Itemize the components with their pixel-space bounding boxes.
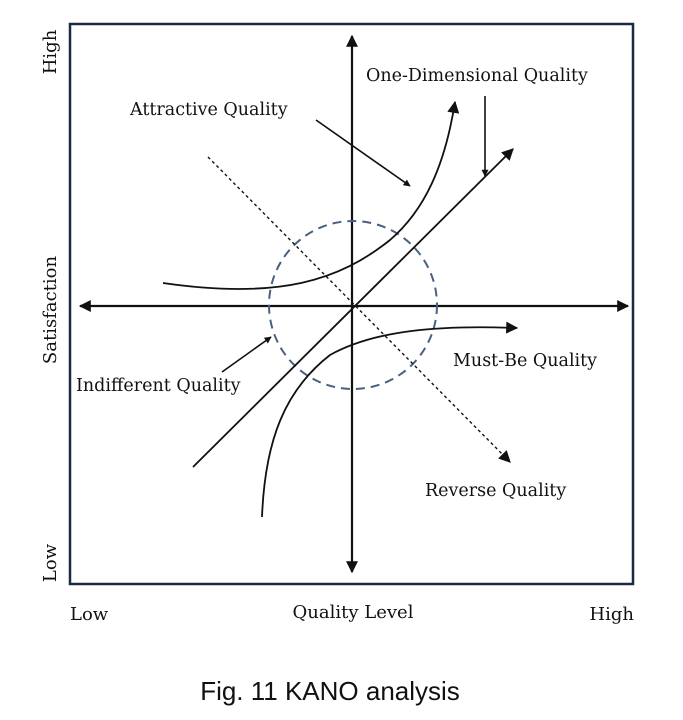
indifferent-pointer [221, 336, 272, 373]
y-axis-high-label: High [40, 29, 61, 74]
must-be-curve [261, 321, 519, 518]
reverse-quality-label: Reverse Quality [425, 481, 566, 501]
must-be-quality-label: Must-Be Quality [453, 351, 597, 371]
figure-caption: Fig. 11 KANO analysis [200, 676, 460, 706]
indifferent-quality-label: Indifferent Quality [76, 376, 241, 396]
x-axis-title: Quality Level [293, 602, 414, 623]
x-axis-high-label: High [589, 604, 634, 625]
y-axis-low-label: Low [40, 543, 61, 582]
attractive-quality-label: Attractive Quality [129, 100, 288, 120]
attractive-pointer [315, 119, 411, 187]
reverse-curve [207, 156, 511, 463]
x-axis-low-label: Low [70, 604, 109, 625]
one-dimensional-curve [192, 148, 514, 468]
one-dimensional-quality-label: One-Dimensional Quality [366, 66, 588, 86]
plot-frame [68, 22, 635, 586]
indifferent-zone-circle [268, 220, 438, 390]
y-axis-title: Satisfaction [40, 256, 61, 365]
attractive-curve [162, 100, 460, 290]
